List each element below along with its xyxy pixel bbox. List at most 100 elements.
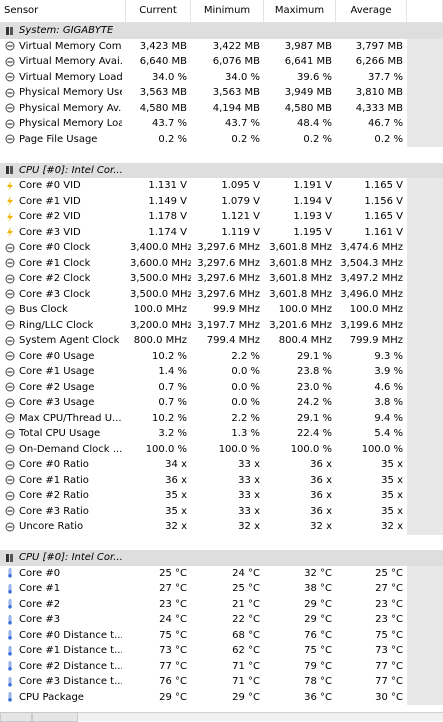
sensor-name-cell: Core #2 Distance t...: [0, 659, 126, 675]
sensor-row[interactable]: Core #2 VID 1.178 V 1.121 V 1.193 V 1.165 V: [0, 209, 443, 225]
extra-column-cell: [407, 302, 443, 318]
sensor-label: Core #2 Usage: [19, 381, 95, 393]
extra-column-cell: [407, 674, 443, 690]
average-value: 3,504.3 MHz: [340, 257, 403, 269]
sensor-name-cell: Ring/LLC Clock: [0, 318, 126, 334]
sensor-row[interactable]: Ring/LLC Clock 3,200.0 MHz 3,197.7 MHz 3,20…: [0, 317, 443, 334]
chip-icon: [5, 553, 15, 563]
sensor-name-cell: Core #3 Clock: [0, 287, 126, 303]
bottom-tab-1[interactable]: [0, 712, 32, 722]
sensor-row[interactable]: Core #0 Usage 10.2 % 2.2 % 29.1 % 9.3 %: [0, 348, 443, 364]
sensor-label: Core #2 Clock: [19, 273, 91, 284]
sensor-row[interactable]: Core #3 Distance t... 76 °C 71 °C 78 °C 77 °…: [0, 674, 443, 690]
sensor-row[interactable]: Physical Memory Av... 4,580 MB 4,194 MB 4,5…: [0, 100, 443, 116]
sensor-name-cell: On-Demand Clock ...: [0, 442, 126, 458]
current-value: 77 °C: [159, 660, 187, 672]
sensor-name-cell: Core #3: [0, 612, 126, 628]
sensor-label: Core #2: [19, 598, 61, 610]
thermometer-icon: [5, 692, 15, 702]
header-maximum[interactable]: Maximum: [264, 0, 336, 22]
sensor-row[interactable]: Core #0 25 °C 24 °C 32 °C 25 °C: [0, 565, 443, 581]
sensor-name-cell: Virtual Memory Avai...: [0, 54, 126, 70]
sensor-row[interactable]: Physical Memory Used 3,563 MB 3,563 MB 3,94…: [0, 85, 443, 101]
sensor-row[interactable]: Virtual Memory Load 34.0 % 34.0 % 39.6 % 37.…: [0, 69, 443, 85]
sensor-row[interactable]: Max CPU/Thread U... 10.2 % 2.2 % 29.1 % 9.4 …: [0, 410, 443, 426]
extra-column-cell: [407, 38, 443, 54]
minimum-value: 3,297.6 MHz: [197, 257, 260, 269]
sensor-row[interactable]: Virtual Memory Avai... 6,640 MB 6,076 MB 6,…: [0, 54, 443, 70]
sensor-row[interactable]: Core #1 VID 1.149 V 1.079 V 1.194 V 1.156 V: [0, 193, 443, 209]
sensor-row[interactable]: Core #1 27 °C 25 °C 38 °C 27 °C: [0, 581, 443, 597]
group-row[interactable]: CPU [#0]: Intel Cor...: [0, 162, 443, 179]
sensor-row[interactable]: Core #2 Clock 3,500.0 MHz 3,297.6 MHz 3,601…: [0, 271, 443, 287]
header-average[interactable]: Average: [336, 0, 407, 22]
sensor-row[interactable]: Core #2 Distance t... 77 °C 71 °C 79 °C 77 °…: [0, 658, 443, 675]
sensor-row[interactable]: Core #3 VID 1.174 V 1.119 V 1.195 V 1.161 V: [0, 224, 443, 241]
sensor-row[interactable]: Core #3 Usage 0.7 % 0.0 % 24.2 % 3.8 %: [0, 395, 443, 411]
average-value: [336, 162, 407, 178]
sensor-label: Core #3 Usage: [19, 397, 95, 408]
sensor-row[interactable]: Core #3 Clock 3,500.0 MHz 3,297.6 MHz 3,601…: [0, 286, 443, 303]
sensor-row[interactable]: Core #2 Ratio 35 x 33 x 36 x 35 x: [0, 488, 443, 504]
sensor-row[interactable]: Bus Clock 100.0 MHz 99.9 MHz 100.0 MHz 100.0…: [0, 302, 443, 318]
sensor-row[interactable]: Core #1 Clock 3,600.0 MHz 3,297.6 MHz 3,601…: [0, 255, 443, 271]
sensor-row[interactable]: Total CPU Usage 3.2 % 1.3 % 22.4 % 5.4 %: [0, 426, 443, 442]
maximum-value: 100.0 %: [290, 443, 332, 455]
current-value: [126, 23, 191, 39]
sensor-row[interactable]: Page File Usage 0.2 % 0.2 % 0.2 % 0.2 %: [0, 131, 443, 147]
sensor-label: CPU Package: [19, 691, 84, 703]
header-minimum[interactable]: Minimum: [191, 0, 264, 22]
maximum-value: [264, 23, 336, 39]
minimum-value: 3,422 MB: [212, 40, 260, 52]
sensor-label: Virtual Memory Com...: [19, 40, 122, 52]
sensor-row[interactable]: Core #1 Usage 1.4 % 0.0 % 23.8 % 3.9 %: [0, 364, 443, 380]
sensor-row[interactable]: Core #0 VID 1.131 V 1.095 V 1.191 V 1.165 V: [0, 178, 443, 194]
sensor-row[interactable]: Core #0 Distance t... 75 °C 68 °C 76 °C 75 °…: [0, 627, 443, 643]
lightning-icon: [5, 196, 15, 207]
bottom-tab-2[interactable]: [32, 712, 78, 722]
sensor-row[interactable]: Core #2 23 °C 21 °C 29 °C 23 °C: [0, 596, 443, 612]
sensor-name-cell: CPU [#0]: Intel Cor...: [0, 163, 126, 179]
thermometer-icon: [5, 614, 15, 625]
sensor-row[interactable]: On-Demand Clock ... 100.0 % 100.0 % 100.0 %…: [0, 441, 443, 458]
maximum-value: 76 °C: [304, 629, 332, 641]
minimum-value: 33 x: [238, 490, 260, 501]
sensor-label: Physical Memory Av...: [19, 102, 122, 114]
group-row[interactable]: System: GIGABYTE: [0, 23, 443, 39]
sensor-row[interactable]: Core #0 Ratio 34 x 33 x 36 x 35 x: [0, 457, 443, 473]
thermometer-icon: [5, 583, 15, 594]
sensor-row[interactable]: System Agent Clock 800.0 MHz 799.4 MHz 800.…: [0, 333, 443, 349]
maximum-value: 36 x: [310, 459, 332, 470]
header-sensor[interactable]: Sensor: [0, 0, 126, 22]
minimum-value: 6,076 MB: [212, 56, 260, 67]
sensor-row[interactable]: Core #0 Clock 3,400.0 MHz 3,297.6 MHz 3,601…: [0, 240, 443, 256]
extra-column-cell: [407, 550, 443, 566]
sensor-row[interactable]: Uncore Ratio 32 x 32 x 32 x 32 x: [0, 519, 443, 535]
sensor-row[interactable]: Core #2 Usage 0.7 % 0.0 % 23.0 % 4.6 %: [0, 379, 443, 395]
gauge-icon: [5, 119, 15, 129]
sensor-row[interactable]: Core #1 Distance t... 73 °C 62 °C 75 °C 73 °…: [0, 643, 443, 659]
minimum-value: 3,297.6 MHz: [197, 273, 260, 284]
current-value: 3,423 MB: [139, 40, 187, 52]
sensor-row[interactable]: Core #1 Ratio 36 x 33 x 36 x 35 x: [0, 472, 443, 488]
sensor-name-cell: Core #3 VID: [0, 225, 126, 241]
sensor-row[interactable]: Core #3 Ratio 35 x 33 x 36 x 35 x: [0, 503, 443, 519]
sensor-label: Core #0 VID: [19, 180, 81, 191]
header-current[interactable]: Current: [126, 0, 191, 22]
current-value: 1.174 V: [148, 226, 187, 238]
sensor-row[interactable]: Virtual Memory Com... 3,423 MB 3,422 MB 3,9…: [0, 38, 443, 54]
average-value: 73 °C: [375, 645, 403, 656]
maximum-value: 3,201.6 MHz: [269, 319, 332, 331]
average-value: 3,474.6 MHz: [340, 242, 403, 253]
sensor-label: Core #0 Clock: [19, 242, 91, 253]
group-row[interactable]: CPU [#0]: Intel Cor...: [0, 550, 443, 566]
current-value: 800.0 MHz: [133, 335, 187, 346]
extra-column-cell: [407, 426, 443, 442]
current-value: 34.0 %: [152, 71, 187, 83]
sensor-label: Physical Memory Used: [19, 87, 122, 98]
sensor-label: Ring/LLC Clock: [19, 319, 94, 331]
gauge-icon: [5, 134, 15, 144]
sensor-row[interactable]: Core #3 24 °C 22 °C 29 °C 23 °C: [0, 612, 443, 628]
sensor-row[interactable]: Physical Memory Load 43.7 % 43.7 % 48.4 % 46…: [0, 116, 443, 132]
sensor-row[interactable]: CPU Package 29 °C 29 °C 36 °C 30 °C: [0, 689, 443, 705]
